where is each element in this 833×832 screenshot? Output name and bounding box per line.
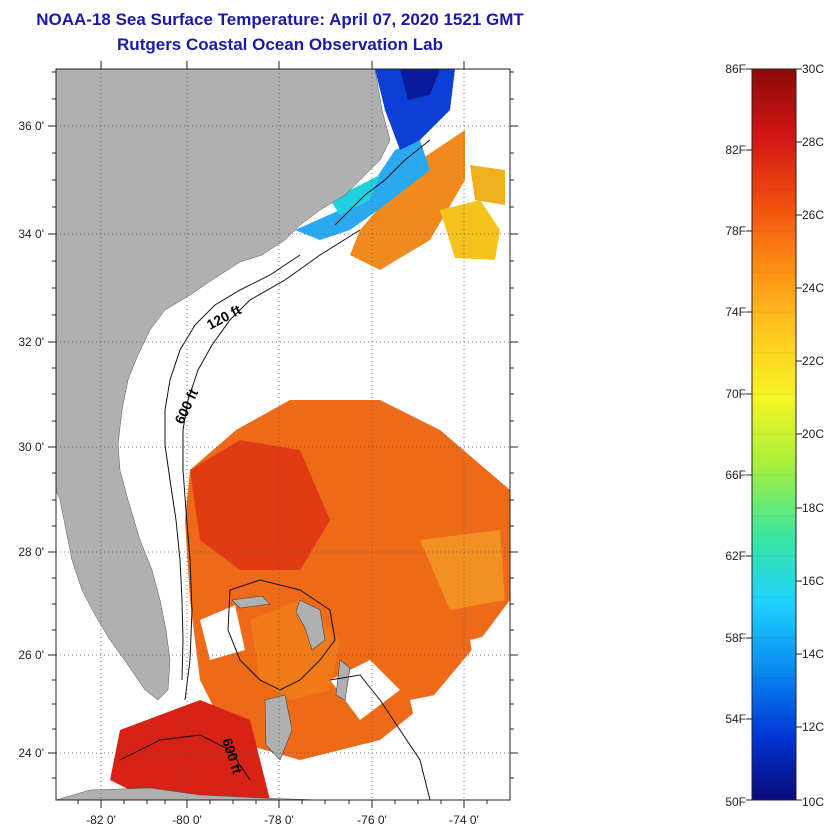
cloud-gap xyxy=(200,605,245,660)
sst-east-patch xyxy=(420,530,505,610)
colorbar-label-f: 82F xyxy=(725,143,746,157)
colorbar-label-f: 78F xyxy=(725,224,746,238)
colorbar-label-c: 24C xyxy=(802,281,824,295)
colorbar-label-f: 70F xyxy=(725,387,746,401)
sst-yellow-patch xyxy=(440,200,500,260)
map-title: NOAA-18 Sea Surface Temperature: April 0… xyxy=(36,10,524,29)
lon-tick-label: -74 0' xyxy=(449,813,479,827)
colorbar-label-f: 62F xyxy=(725,549,746,563)
map-subtitle: Rutgers Coastal Ocean Observation Lab xyxy=(117,35,443,54)
lat-tick-label: 30 0' xyxy=(18,440,44,454)
colorbar-label-c: 28C xyxy=(802,135,824,149)
land-cuba xyxy=(56,787,321,800)
lon-tick-label: -78 0' xyxy=(264,813,294,827)
cloud-gap xyxy=(470,630,510,700)
colorbar-label-c: 12C xyxy=(802,720,824,734)
colorbar-label-c: 22C xyxy=(802,354,824,368)
sst-yellow-ne xyxy=(470,165,505,205)
sst-cold-shelf xyxy=(295,140,430,240)
colorbar-label-f: 66F xyxy=(725,468,746,482)
land-bahamas-eleuthera xyxy=(335,659,351,701)
sst-cold-inlet xyxy=(400,69,440,100)
depth-contour-120ft xyxy=(164,254,301,681)
colorbar-label-f: 54F xyxy=(725,712,746,726)
colorbar-label-c: 18C xyxy=(802,501,824,515)
depth-contour-coast-north xyxy=(334,139,431,226)
colorbar-label-c: 10C xyxy=(802,795,824,809)
sst-teal-band xyxy=(330,175,380,215)
land-bahamas-andros xyxy=(264,694,293,761)
depth-contour-bahamas-bank xyxy=(227,579,336,691)
cloud-gap xyxy=(410,690,470,745)
lon-ticks xyxy=(77,61,488,808)
lat-tick-label: 36 0' xyxy=(18,119,44,133)
colorbar-label-c: 26C xyxy=(802,208,824,222)
colorbar-ticks xyxy=(746,68,802,801)
land-bahamas-abaco xyxy=(295,599,326,651)
depth-contour-bahamas-east xyxy=(329,674,431,800)
colorbar-label-f: 74F xyxy=(725,305,746,319)
map-plot-area xyxy=(56,69,510,800)
lat-tick-label: 26 0' xyxy=(18,648,44,662)
sst-south-florida-strait xyxy=(110,700,270,800)
sst-cold-nearshore xyxy=(375,69,455,150)
lon-tick-label: -82 0' xyxy=(86,813,116,827)
colorbar-label-f: 86F xyxy=(725,62,746,76)
sst-orange-north xyxy=(350,130,465,270)
land-grand-bahama xyxy=(231,595,271,609)
colorbar-bands xyxy=(752,109,796,761)
colorbar-label-f: 58F xyxy=(725,631,746,645)
temperature-colorbar: 86F 82F 78F 74F 70F 66F 62F 58F 54F 50F … xyxy=(725,62,824,809)
sst-warm-core xyxy=(190,440,330,570)
colorbar-label-c: 20C xyxy=(802,427,824,441)
colorbar-label-c: 16C xyxy=(802,574,824,588)
lat-tick-label: 24 0' xyxy=(18,746,44,760)
map-frame xyxy=(55,68,511,801)
land-us-southeast xyxy=(56,69,391,701)
colorbar-label-f: 50F xyxy=(725,795,746,809)
lat-tick-label: 28 0' xyxy=(18,545,44,559)
lon-tick-label: -76 0' xyxy=(357,813,387,827)
lat-ticks xyxy=(48,71,518,779)
colorbar-label-c: 30C xyxy=(802,62,824,76)
colorbar-gradient xyxy=(751,68,797,801)
colorbar-label-c: 14C xyxy=(802,647,824,661)
lat-tick-label: 34 0' xyxy=(18,227,44,241)
depth-contour-florida-strait xyxy=(119,734,251,781)
depth-contour-600ft xyxy=(182,229,361,701)
lon-tick-label: -80 0' xyxy=(172,813,202,827)
lat-tick-label: 32 0' xyxy=(18,335,44,349)
